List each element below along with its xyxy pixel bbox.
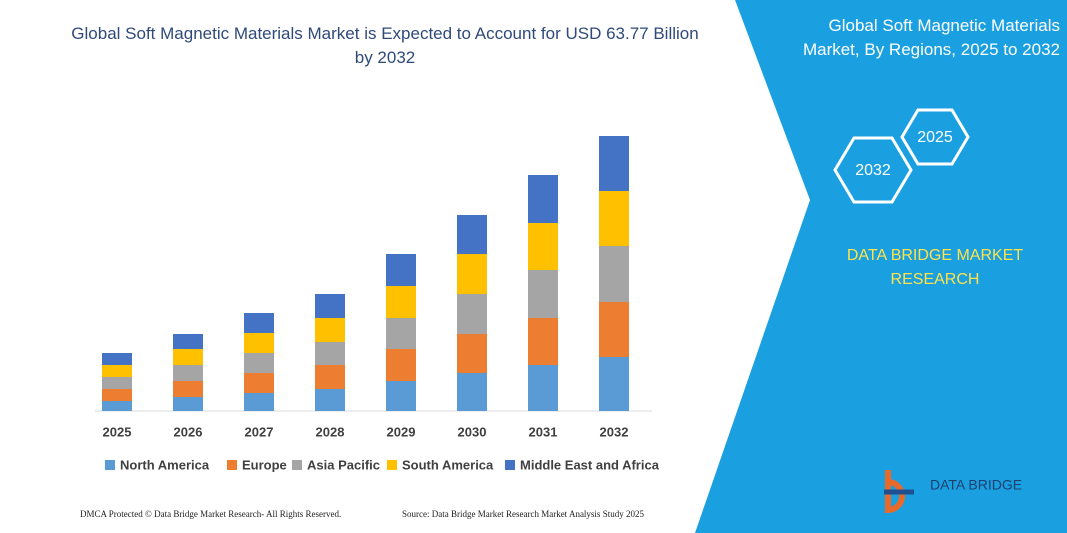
bar-segment <box>528 270 558 318</box>
legend-swatch <box>227 460 237 470</box>
bar-segment <box>173 381 203 397</box>
x-tick-label: 2030 <box>458 424 487 439</box>
bar-segment <box>102 365 132 377</box>
legend-label: North America <box>120 457 210 472</box>
bar-segment <box>102 377 132 389</box>
bar-segment <box>173 334 203 349</box>
chart-title: Global Soft Magnetic Materials Market is… <box>71 24 699 67</box>
bar-segment <box>457 294 487 334</box>
x-tick-label: 2032 <box>600 424 629 439</box>
side-panel-bg <box>695 0 1067 533</box>
bar-segment <box>173 365 203 381</box>
bar-segment <box>599 191 629 246</box>
bar-segment <box>315 294 345 318</box>
bar-segment <box>386 254 416 286</box>
legend-swatch <box>387 460 397 470</box>
brand: DATA BRIDGE MARKET RESEARCH <box>846 247 1024 288</box>
x-tick-label: 2031 <box>529 424 558 439</box>
bar-segment <box>315 318 345 342</box>
bar-segment <box>599 246 629 302</box>
bar-segment <box>244 313 274 333</box>
legend-swatch <box>292 460 302 470</box>
legend-swatch <box>505 460 515 470</box>
bar-segment <box>528 365 558 411</box>
legend-label: South America <box>402 457 494 472</box>
x-tick-label: 2025 <box>103 424 132 439</box>
legend-label: Middle East and Africa <box>520 457 660 472</box>
bar-segment <box>457 334 487 373</box>
x-tick-label: 2027 <box>245 424 274 439</box>
bar-segment <box>599 302 629 357</box>
footer-right: Source: Data Bridge Market Research Mark… <box>402 509 644 519</box>
bar-segment <box>528 318 558 365</box>
bar-segment <box>457 373 487 411</box>
bar-segment <box>244 353 274 373</box>
logo-icon <box>885 470 905 514</box>
bar-segment <box>528 223 558 270</box>
bar-segment <box>315 365 345 389</box>
legend-label: Asia Pacific <box>307 457 380 472</box>
legend-swatch <box>105 460 115 470</box>
bar-segment <box>528 175 558 223</box>
bar-segment <box>315 342 345 365</box>
hexagon <box>900 108 970 166</box>
bar-segment <box>102 389 132 401</box>
x-tick-label: 2029 <box>387 424 416 439</box>
bar-segment <box>173 349 203 365</box>
bar-segment <box>386 349 416 381</box>
hexagon <box>833 136 913 204</box>
bar-segment <box>599 136 629 191</box>
x-tick-label: 2028 <box>316 424 345 439</box>
bar-segment <box>386 381 416 411</box>
logo-text: DATA BRIDGE <box>930 477 1022 493</box>
bar-segment <box>386 286 416 318</box>
legend-label: Europe <box>242 457 287 472</box>
bar-segment <box>457 254 487 294</box>
hexagon-label: 2025 <box>917 129 953 146</box>
bar-segment <box>244 393 274 411</box>
bar-segment <box>173 397 203 411</box>
bar-segment <box>244 333 274 353</box>
bar-segment <box>102 401 132 411</box>
bar-segment <box>244 373 274 393</box>
x-tick-label: 2026 <box>174 424 203 439</box>
bar-segment <box>315 389 345 411</box>
side-title: Global Soft Magnetic Materials Market, B… <box>802 16 1060 59</box>
bar-segment <box>102 353 132 365</box>
bar-segment <box>386 318 416 349</box>
bar-segment <box>457 215 487 254</box>
footer-left: DMCA Protected © Data Bridge Market Rese… <box>80 509 342 519</box>
hexagon-label: 2032 <box>855 162 891 179</box>
bar-segment <box>599 357 629 411</box>
